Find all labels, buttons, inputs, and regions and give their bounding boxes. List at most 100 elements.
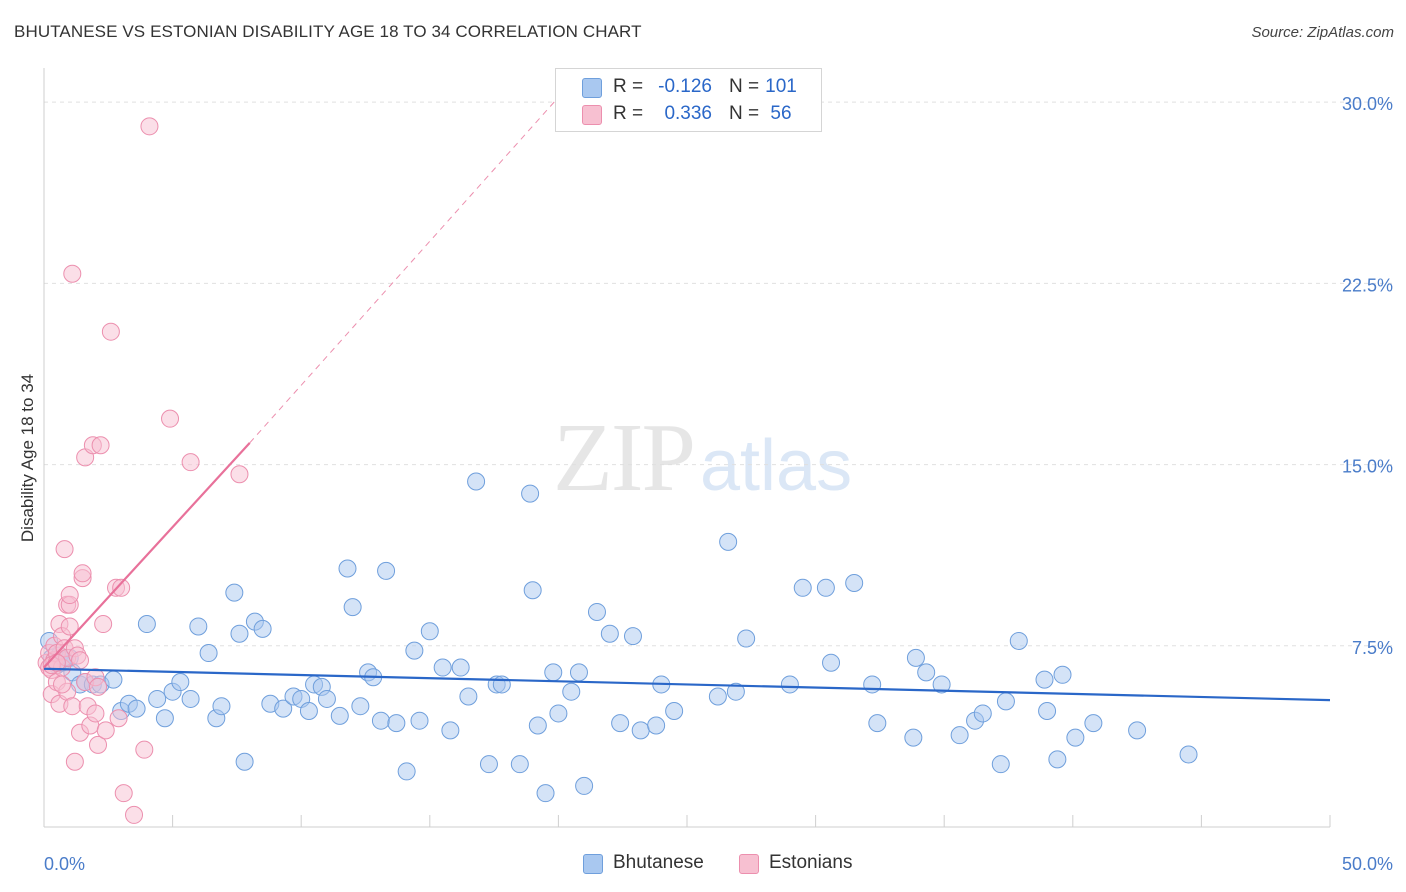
data-point: [199, 644, 218, 663]
bottom-legend-swatch-bhutanese: [583, 854, 603, 874]
watermark-atlas: atlas: [700, 426, 853, 506]
legend-n-value: 101: [765, 76, 797, 97]
trend-line-estonians: [43, 442, 251, 669]
data-point: [726, 682, 745, 701]
data-point: [317, 689, 336, 708]
data-point: [1066, 728, 1085, 747]
data-point: [155, 709, 174, 728]
data-point: [665, 702, 684, 721]
watermark-zip: ZIP: [553, 404, 696, 512]
data-point: [544, 663, 563, 682]
data-point: [330, 706, 349, 725]
legend-row-estonians: R = 0.336 N = 56: [556, 101, 821, 129]
data-point: [53, 675, 72, 694]
data-point: [647, 716, 666, 735]
data-point: [996, 692, 1015, 711]
data-point: [1038, 702, 1057, 721]
data-point: [225, 583, 244, 602]
data-point: [467, 472, 486, 491]
trend-line-estonians-extension: [249, 96, 559, 444]
data-point: [86, 704, 105, 723]
legend-r-label: R =: [613, 103, 644, 124]
data-point: [1084, 714, 1103, 733]
data-point: [950, 726, 969, 745]
data-point: [63, 264, 82, 283]
x-tick-label-max: 50.0%: [1342, 854, 1393, 874]
data-point: [822, 653, 841, 672]
data-point: [441, 721, 460, 740]
data-point: [719, 532, 738, 551]
bottom-legend-label-bhutanese: Bhutanese: [613, 852, 704, 873]
data-point: [60, 586, 79, 605]
data-point: [868, 714, 887, 733]
data-point: [338, 559, 357, 578]
data-point: [125, 805, 144, 824]
data-point: [780, 675, 799, 694]
data-point: [991, 755, 1010, 774]
data-point: [410, 711, 429, 730]
legend-r-value: 0.336: [664, 103, 712, 124]
data-point: [528, 716, 547, 735]
data-point: [575, 776, 594, 795]
data-point: [189, 617, 208, 636]
data-point: [863, 675, 882, 694]
data-point: [96, 721, 115, 740]
data-point: [1009, 631, 1028, 650]
data-point: [405, 641, 424, 660]
legend-n-label: N =: [729, 103, 760, 124]
data-point: [906, 648, 925, 667]
data-point: [127, 699, 146, 718]
data-point: [793, 578, 812, 597]
source-label: Source: ZipAtlas.com: [1251, 24, 1394, 41]
data-point: [212, 697, 231, 716]
y-tick-label: 22.5%: [1342, 275, 1393, 295]
data-point: [109, 709, 128, 728]
data-point: [112, 578, 131, 597]
data-point: [562, 682, 581, 701]
legend-n-value: 56: [770, 103, 792, 124]
data-point: [549, 704, 568, 723]
data-point: [91, 436, 110, 455]
data-point: [708, 687, 727, 706]
trend-lines: [43, 96, 1331, 702]
legend-n-label: N =: [729, 76, 760, 97]
data-point: [479, 755, 498, 774]
data-point: [181, 453, 200, 472]
data-point: [600, 624, 619, 643]
data-point: [420, 622, 439, 641]
data-point: [60, 617, 79, 636]
data-point: [55, 540, 74, 559]
data-point: [137, 615, 156, 634]
x-tick-label-min: 0.0%: [44, 854, 85, 874]
data-point: [351, 697, 370, 716]
data-point: [140, 117, 159, 136]
data-point: [845, 573, 864, 592]
data-point: [148, 689, 167, 708]
data-point: [1128, 721, 1147, 740]
chart-title: BHUTANESE VS ESTONIAN DISABILITY AGE 18 …: [14, 22, 642, 41]
data-point: [904, 728, 923, 747]
data-point: [235, 752, 254, 771]
data-point: [569, 663, 588, 682]
data-point: [536, 784, 555, 803]
data-point: [230, 465, 249, 484]
y-tick-label: 30.0%: [1342, 94, 1393, 114]
data-point: [631, 721, 650, 740]
y-tick-label: 7.5%: [1352, 638, 1393, 658]
watermark: ZIPatlas: [553, 400, 852, 514]
data-point: [71, 651, 90, 670]
bottom-legend: Bhutanese Estonians: [0, 852, 1406, 878]
data-point: [181, 689, 200, 708]
data-point: [917, 663, 936, 682]
data-point: [135, 740, 154, 759]
data-point: [611, 714, 630, 733]
data-point: [523, 581, 542, 600]
trend-line-bhutanese: [43, 667, 1331, 702]
data-point: [253, 619, 272, 638]
data-point: [1048, 750, 1067, 769]
legend-row-bhutanese: R = -0.126 N = 101: [556, 74, 821, 102]
data-point: [510, 755, 529, 774]
data-point: [816, 578, 835, 597]
data-point: [89, 735, 108, 754]
data-point: [387, 714, 406, 733]
